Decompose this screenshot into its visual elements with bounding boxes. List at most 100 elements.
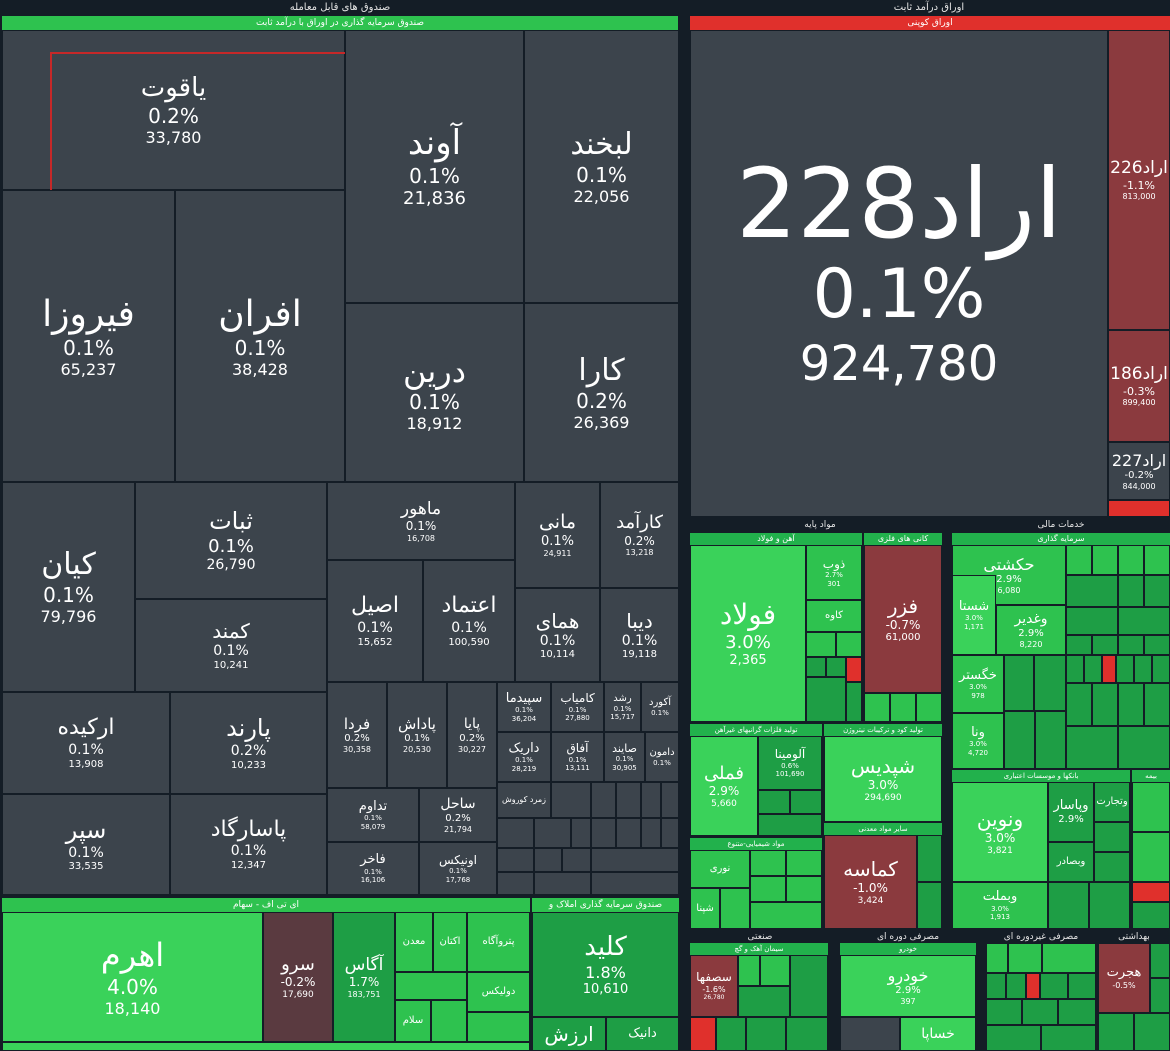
tile-onyx[interactable]: اونیکس 0.1% 17,768 (419, 842, 497, 895)
tile-small-fund[interactable] (661, 818, 679, 848)
tile-karamad[interactable]: کارآمد 0.2% 13,218 (600, 482, 679, 588)
tile-small-noncyc[interactable] (1068, 973, 1096, 999)
tile-vpasar[interactable]: وپاسار 2.9% (1048, 782, 1094, 842)
tile-small-basemetal[interactable] (758, 814, 822, 836)
tile-small-noncyc[interactable] (1008, 943, 1042, 973)
tile-small-fund[interactable] (534, 848, 562, 872)
tile-small-fund[interactable] (497, 818, 534, 848)
tile-vbsader[interactable]: وبصادر (1048, 842, 1094, 882)
tile-afran[interactable]: افران 0.1% 38,428 (175, 190, 345, 482)
tile-small-invest[interactable] (1116, 655, 1134, 683)
tile-kian[interactable]: کیان 0.1% 79,796 (2, 482, 135, 692)
tile-kelid[interactable]: کلید 1.8% 10,610 (532, 912, 679, 1017)
tile-pasargad[interactable]: پاسارگاد 0.1% 12,347 (170, 794, 327, 895)
tile-small-iron[interactable] (806, 657, 826, 677)
tile-small-cement[interactable] (786, 1017, 828, 1051)
tile-hejrat[interactable]: هجرت -0.5% (1098, 943, 1150, 1013)
tile-small-invest[interactable] (1118, 575, 1144, 607)
tile-small-cement[interactable] (790, 955, 828, 1017)
tile-small-noncyc[interactable] (986, 999, 1022, 1025)
tile-small-basemetal[interactable] (758, 790, 790, 814)
tile-small-cement[interactable] (746, 1017, 786, 1051)
tile-small-invest[interactable] (1092, 635, 1118, 655)
tile-small-metal[interactable] (916, 693, 942, 722)
tile-noori[interactable]: نوری (690, 850, 750, 888)
tile-madan[interactable]: معدن (395, 912, 433, 972)
tile-small-invest[interactable] (1066, 635, 1092, 655)
tile-sesafha[interactable]: سصفها -1.6% 26,780 (690, 955, 738, 1017)
tile-small-insurance[interactable] (1132, 832, 1170, 882)
tile-small-mineral[interactable] (917, 882, 942, 929)
tile-vabmellat[interactable]: وبملت 3.0% 1,913 (952, 882, 1048, 929)
tile-fameli[interactable]: فملی 2.9% 5,660 (690, 736, 758, 836)
tile-small-fund[interactable] (497, 848, 534, 872)
tile-salam[interactable]: سلام (395, 1000, 431, 1042)
tile-kamyab[interactable]: کامیاب 0.1% 27,880 (551, 682, 604, 732)
tile-small-noncyc[interactable] (1006, 973, 1026, 999)
tile-ahrom[interactable]: اهرم 4.0% 18,140 (2, 912, 263, 1042)
tile-petroagah[interactable]: پتروآگاه (467, 912, 530, 972)
tile-small-auto[interactable] (840, 1017, 900, 1051)
tile-small-cement[interactable] (738, 955, 760, 986)
tile-small-chem[interactable] (750, 902, 822, 929)
tile-danik[interactable]: دانیک (606, 1017, 679, 1051)
tile-sahel[interactable]: ساحل 0.2% 21,794 (419, 788, 497, 842)
tile-small-invest[interactable] (1118, 607, 1170, 635)
tile-small-cement-neg[interactable] (690, 1017, 716, 1051)
tile-kamaseh[interactable]: کماسه -1.0% 3,424 (824, 835, 917, 929)
tile-small-bond[interactable] (1108, 500, 1170, 517)
tile-small-iron[interactable] (846, 682, 862, 722)
tile-arzesh[interactable]: ارزش (532, 1017, 606, 1051)
tile-small-fund[interactable] (591, 818, 616, 848)
tile-small-invest[interactable] (1092, 545, 1118, 575)
tile-small-invest[interactable] (1004, 655, 1034, 711)
tile-small-noncyc[interactable] (986, 1025, 1041, 1051)
tile-small-basemetal[interactable] (790, 790, 822, 814)
tile-small-invest[interactable] (1066, 683, 1092, 726)
tile-small-cement[interactable] (738, 986, 790, 1017)
tile-mahour[interactable]: ماهور 0.1% 16,708 (327, 482, 515, 560)
tile-small-fund[interactable] (616, 818, 641, 848)
tile-small-invest[interactable] (1066, 545, 1092, 575)
tile-small-invest[interactable] (1035, 711, 1066, 769)
tile-small-fund[interactable] (497, 872, 534, 895)
tile-zob[interactable]: ذوب 2.7% 301 (806, 545, 862, 600)
tile-small-noncyc[interactable] (1022, 999, 1058, 1025)
tile-small-fund[interactable] (591, 848, 679, 872)
tile-small-invest-neg[interactable] (1102, 655, 1116, 683)
tile-small-invest[interactable] (1118, 635, 1144, 655)
tile-small-invest[interactable] (1134, 655, 1152, 683)
tile-small-invest[interactable] (1118, 683, 1144, 726)
tile-small-invest[interactable] (1118, 726, 1170, 769)
tile-small-noncyc[interactable] (1042, 943, 1096, 973)
tile-foolad[interactable]: فولاد 3.0% 2,365 (690, 545, 806, 722)
tile-small-health[interactable] (1150, 943, 1170, 978)
tile-darik[interactable]: داریک 0.1% 28,219 (497, 732, 551, 782)
tile-paya[interactable]: پایا 0.2% 30,227 (447, 682, 497, 788)
tile-sepidma[interactable]: سپیدما 0.1% 36,204 (497, 682, 551, 732)
tile-akord[interactable]: آکورد 0.1% (641, 682, 679, 732)
tile-small-cement[interactable] (716, 1017, 746, 1051)
tile-yaghout[interactable]: یاقوت 0.2% 33,780 (2, 30, 345, 190)
tile-small-iron[interactable] (836, 632, 862, 657)
tile-mani[interactable]: مانی 0.1% 24,911 (515, 482, 600, 588)
tile-small-invest[interactable] (1066, 607, 1118, 635)
tile-small-chem[interactable] (786, 876, 822, 902)
tile-small-bank[interactable] (1089, 882, 1130, 929)
tile-kaveh[interactable]: کاوه (806, 600, 862, 632)
tile-small-fund[interactable] (641, 818, 661, 848)
tile-small-insurance[interactable] (1132, 782, 1170, 832)
tile-fazar[interactable]: فزر -0.7% 61,000 (864, 545, 942, 693)
tile-small-fund[interactable] (571, 818, 591, 848)
tile-small-fund[interactable] (591, 872, 679, 895)
tile-small-chem[interactable] (750, 850, 786, 876)
tile-firouza[interactable]: فیروزا 0.1% 65,237 (2, 190, 175, 482)
tile-agas[interactable]: آگاس 1.7% 183,751 (333, 912, 395, 1042)
tile-small-noncyc[interactable] (986, 943, 1008, 973)
tile-small-invest[interactable] (1144, 635, 1170, 655)
tile-small-noncyc[interactable] (1041, 1025, 1096, 1051)
tile-small-fund[interactable] (534, 872, 591, 895)
tile-vtejarat[interactable]: وتجارت (1094, 782, 1130, 822)
tile-khgostar[interactable]: خگستر 3.0% 978 (952, 655, 1004, 713)
tile-small-invest[interactable] (1004, 711, 1035, 769)
